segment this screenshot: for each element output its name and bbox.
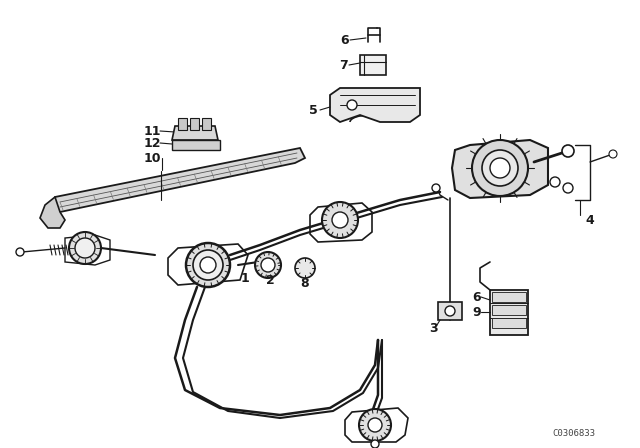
Circle shape <box>482 150 518 186</box>
Circle shape <box>445 306 455 316</box>
Circle shape <box>200 257 216 273</box>
Text: 3: 3 <box>429 322 437 335</box>
Text: 10: 10 <box>143 151 161 164</box>
Polygon shape <box>55 148 305 212</box>
Polygon shape <box>172 126 218 140</box>
Circle shape <box>16 248 24 256</box>
Circle shape <box>550 177 560 187</box>
Circle shape <box>255 252 281 278</box>
Bar <box>492 305 526 315</box>
Bar <box>360 55 386 75</box>
Circle shape <box>75 238 95 258</box>
Circle shape <box>609 150 617 158</box>
Text: 11: 11 <box>143 125 161 138</box>
Text: 9: 9 <box>473 306 481 319</box>
Bar <box>202 118 211 130</box>
Bar <box>178 118 187 130</box>
Circle shape <box>490 158 510 178</box>
Text: 7: 7 <box>339 59 348 72</box>
Text: 6: 6 <box>340 34 349 47</box>
Circle shape <box>347 100 357 110</box>
Bar <box>492 318 526 328</box>
Polygon shape <box>452 140 548 198</box>
Circle shape <box>371 440 379 448</box>
Polygon shape <box>330 88 420 122</box>
Circle shape <box>322 202 358 238</box>
Text: C0306833: C0306833 <box>552 429 595 438</box>
Circle shape <box>186 243 230 287</box>
Circle shape <box>193 250 223 280</box>
Bar <box>492 292 526 302</box>
Bar <box>438 302 462 320</box>
Bar <box>190 118 199 130</box>
Circle shape <box>69 232 101 264</box>
Circle shape <box>261 258 275 272</box>
Circle shape <box>472 140 528 196</box>
Circle shape <box>562 145 574 157</box>
Text: 4: 4 <box>586 214 595 227</box>
Circle shape <box>368 418 382 432</box>
Text: 12: 12 <box>143 137 161 150</box>
Circle shape <box>563 183 573 193</box>
Circle shape <box>359 409 391 441</box>
Polygon shape <box>40 197 65 228</box>
Text: 5: 5 <box>308 103 317 116</box>
Bar <box>172 140 220 150</box>
Text: 1: 1 <box>241 271 250 284</box>
Text: 8: 8 <box>301 276 309 289</box>
Circle shape <box>295 258 315 278</box>
Circle shape <box>432 184 440 192</box>
Bar <box>490 290 528 335</box>
Circle shape <box>332 212 348 228</box>
Text: 6: 6 <box>473 290 481 303</box>
Text: 2: 2 <box>266 273 275 287</box>
